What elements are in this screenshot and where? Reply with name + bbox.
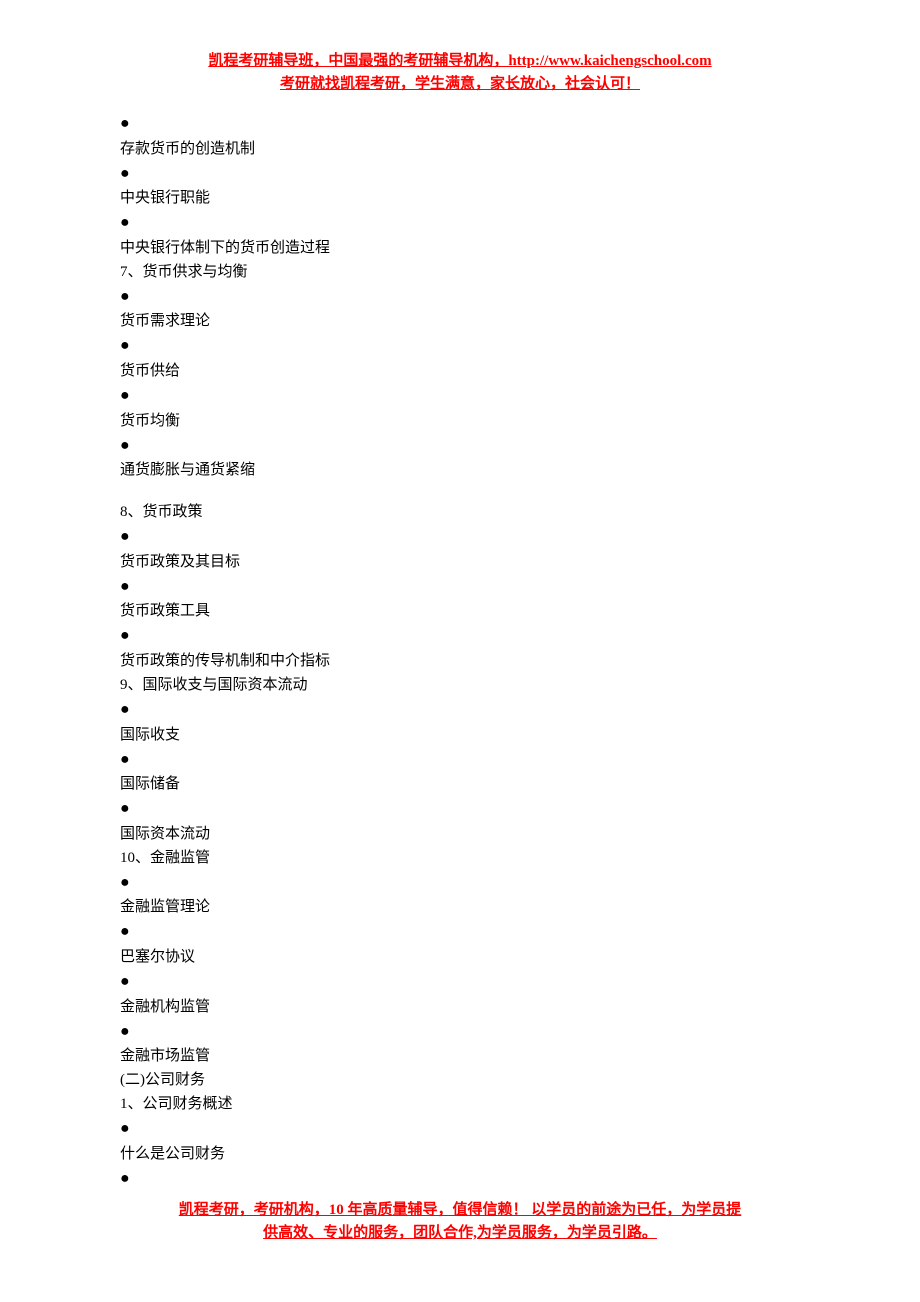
bullet-point: ●	[120, 796, 800, 822]
content-text: 10、金融监管	[120, 846, 800, 870]
content-text: 金融市场监管	[120, 1044, 800, 1068]
content-text: 货币政策及其目标	[120, 550, 800, 574]
bullet-point: ●	[120, 1019, 800, 1045]
content-text: 中央银行体制下的货币创造过程	[120, 236, 800, 260]
bullet-point: ●	[120, 433, 800, 459]
footer-line-2: 供高效、专业的服务，团队合作,为学员服务，为学员引路。	[120, 1222, 800, 1245]
content-text: 什么是公司财务	[120, 1142, 800, 1166]
content-text: 存款货币的创造机制	[120, 137, 800, 161]
content-text: 金融监管理论	[120, 895, 800, 919]
content-text: 9、国际收支与国际资本流动	[120, 673, 800, 697]
bullet-point: ●	[120, 969, 800, 995]
footer-line-1: 凯程考研，考研机构，10 年高质量辅导，值得信赖！ 以学员的前途为已任，为学员提	[120, 1199, 800, 1222]
bullet-point: ●	[120, 1166, 800, 1192]
section-gap	[120, 482, 800, 500]
content-text: 巴塞尔协议	[120, 945, 800, 969]
header-line-1: 凯程考研辅导班，中国最强的考研辅导机构，http://www.kaichengs…	[120, 50, 800, 73]
document-header: 凯程考研辅导班，中国最强的考研辅导机构，http://www.kaichengs…	[120, 50, 800, 95]
content-text: 国际资本流动	[120, 822, 800, 846]
content-text: 国际储备	[120, 772, 800, 796]
bullet-point: ●	[120, 161, 800, 187]
bullet-point: ●	[120, 1116, 800, 1142]
content-text: 货币供给	[120, 359, 800, 383]
document-content: ●存款货币的创造机制●中央银行职能●中央银行体制下的货币创造过程7、货币供求与均…	[120, 111, 800, 1191]
bullet-point: ●	[120, 333, 800, 359]
content-text: 金融机构监管	[120, 995, 800, 1019]
bullet-point: ●	[120, 111, 800, 137]
content-text: 1、公司财务概述	[120, 1092, 800, 1116]
content-text: 通货膨胀与通货紧缩	[120, 458, 800, 482]
bullet-point: ●	[120, 747, 800, 773]
content-text: 中央银行职能	[120, 186, 800, 210]
bullet-point: ●	[120, 574, 800, 600]
content-text: 8、货币政策	[120, 500, 800, 524]
content-text: 7、货币供求与均衡	[120, 260, 800, 284]
bullet-point: ●	[120, 697, 800, 723]
document-footer: 凯程考研，考研机构，10 年高质量辅导，值得信赖！ 以学员的前途为已任，为学员提…	[120, 1199, 800, 1244]
bullet-point: ●	[120, 210, 800, 236]
bullet-point: ●	[120, 870, 800, 896]
bullet-point: ●	[120, 284, 800, 310]
content-text: 货币均衡	[120, 409, 800, 433]
content-text: (二)公司财务	[120, 1068, 800, 1092]
content-text: 货币政策的传导机制和中介指标	[120, 649, 800, 673]
bullet-point: ●	[120, 623, 800, 649]
bullet-point: ●	[120, 919, 800, 945]
bullet-point: ●	[120, 383, 800, 409]
bullet-point: ●	[120, 524, 800, 550]
content-text: 货币政策工具	[120, 599, 800, 623]
content-text: 货币需求理论	[120, 309, 800, 333]
header-line-2: 考研就找凯程考研，学生满意，家长放心，社会认可！	[120, 73, 800, 96]
content-text: 国际收支	[120, 723, 800, 747]
